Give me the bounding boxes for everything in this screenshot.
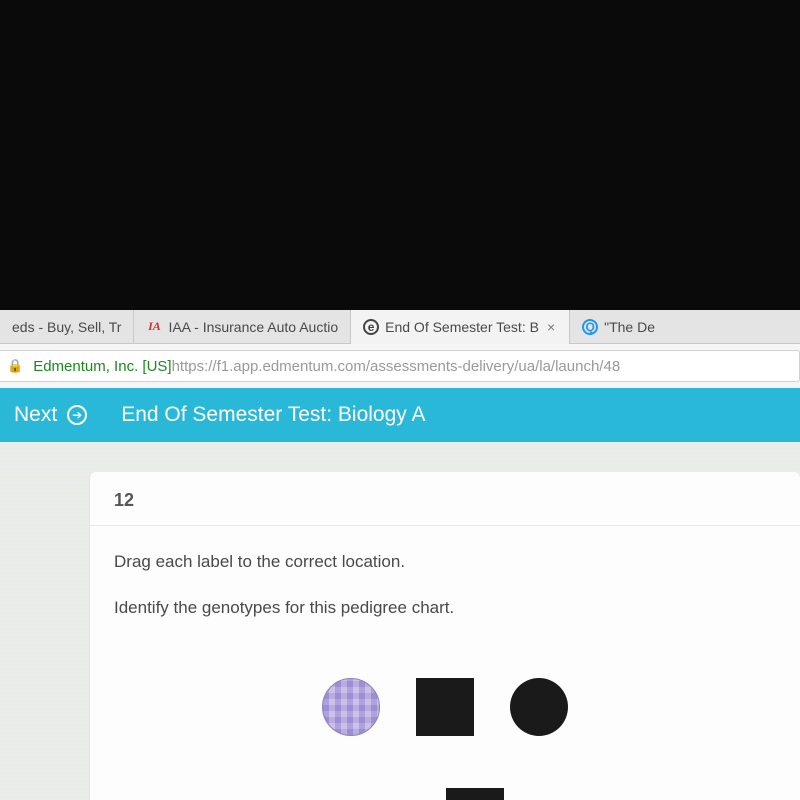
iaa-favicon-icon: IA xyxy=(146,319,162,335)
pedigree-female-carrier-icon[interactable] xyxy=(322,678,380,736)
arrow-right-icon: ➔ xyxy=(67,405,87,425)
url-organization: Edmentum, Inc. [US] xyxy=(33,358,171,375)
address-bar-row: 🔒 Edmentum, Inc. [US] https://f1.app.edm… xyxy=(0,344,800,388)
app-header: Next ➔ End Of Semester Test: Biology A xyxy=(0,388,800,442)
browser-tab-active[interactable]: e End Of Semester Test: B × xyxy=(351,310,570,344)
question-text: Drag each label to the correct location.… xyxy=(90,526,800,650)
page-title: End Of Semester Test: Biology A xyxy=(121,403,425,427)
browser-chrome: eds - Buy, Sell, Tr IA IAA - Insurance A… xyxy=(0,310,800,388)
browser-tab[interactable]: Q "The De xyxy=(570,310,667,344)
pedigree-male-affected-icon[interactable] xyxy=(446,788,504,800)
tab-label: "The De xyxy=(604,319,655,335)
pedigree-male-affected-icon[interactable] xyxy=(416,678,474,736)
instruction-line-2: Identify the genotypes for this pedigree… xyxy=(114,596,776,620)
lock-icon: 🔒 xyxy=(7,358,23,374)
pedigree-shapes-row-2 xyxy=(90,748,800,800)
next-button[interactable]: Next ➔ xyxy=(0,403,115,427)
page-body: 12 Drag each label to the correct locati… xyxy=(0,442,800,800)
browser-tab[interactable]: IA IAA - Insurance Auto Auctio xyxy=(134,310,351,344)
tab-label: End Of Semester Test: B xyxy=(385,319,539,335)
tab-label: IAA - Insurance Auto Auctio xyxy=(168,319,338,335)
q-favicon-icon: Q xyxy=(582,319,598,335)
address-bar[interactable]: 🔒 Edmentum, Inc. [US] https://f1.app.edm… xyxy=(0,350,800,382)
screen-bezel-dark-area xyxy=(0,0,800,310)
url-path: /assessments-delivery/ua/la/launch/48 xyxy=(366,358,620,375)
tab-label: eds - Buy, Sell, Tr xyxy=(12,319,121,335)
tab-strip: eds - Buy, Sell, Tr IA IAA - Insurance A… xyxy=(0,310,800,344)
browser-tab[interactable]: eds - Buy, Sell, Tr xyxy=(0,310,134,344)
url-host: https://f1.app.edmentum.com xyxy=(172,358,366,375)
edmentum-favicon-icon: e xyxy=(363,319,379,335)
next-button-label: Next xyxy=(14,403,57,427)
pedigree-shapes-row-1 xyxy=(90,650,800,748)
tab-close-icon[interactable]: × xyxy=(545,319,557,335)
pedigree-female-affected-icon[interactable] xyxy=(510,678,568,736)
instruction-line-1: Drag each label to the correct location. xyxy=(114,550,776,574)
question-number: 12 xyxy=(90,472,800,526)
question-card: 12 Drag each label to the correct locati… xyxy=(90,472,800,800)
